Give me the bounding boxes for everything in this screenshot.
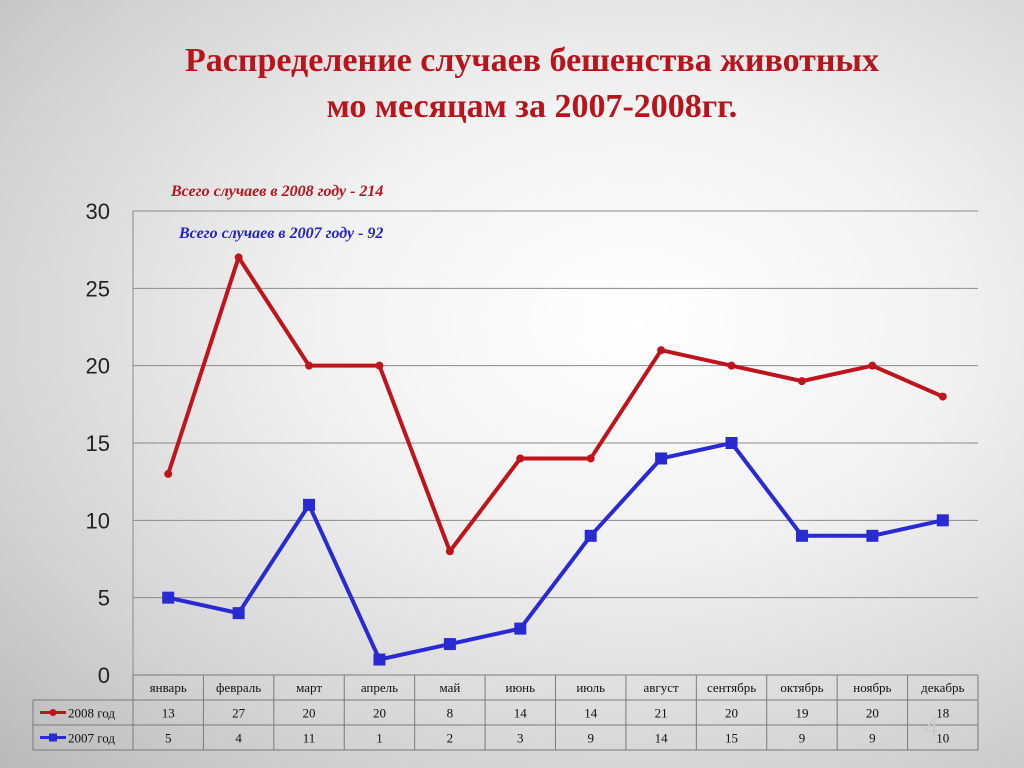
legend-key-marker <box>49 709 57 716</box>
series-line-0 <box>166 255 944 554</box>
table-cell-value: 9 <box>799 731 806 746</box>
table-cell-value: 9 <box>587 731 594 746</box>
table-cell-value: 3 <box>517 731 524 746</box>
x-tick-label: июль <box>576 680 605 695</box>
data-point-marker <box>375 361 384 370</box>
data-point-marker <box>655 452 668 465</box>
data-point-marker <box>938 392 947 401</box>
x-tick-label: декабрь <box>921 680 964 695</box>
table-cell-value: 11 <box>303 731 316 746</box>
title-line-1: Распределение случаев бешенства животных <box>185 42 879 79</box>
table-cell-value: 9 <box>869 731 876 746</box>
table-cell-value: 14 <box>584 706 598 721</box>
x-tick-label: август <box>644 680 680 695</box>
data-point-marker <box>373 653 386 666</box>
data-point-marker <box>727 361 736 370</box>
data-point-marker <box>657 346 666 355</box>
y-tick-label: 20 <box>86 354 110 379</box>
data-point-marker <box>162 591 175 604</box>
data-point-marker <box>445 547 454 556</box>
y-tick-label: 10 <box>86 508 110 533</box>
y-tick-label: 15 <box>86 431 110 456</box>
table-cell-value: 19 <box>795 706 808 721</box>
data-point-marker <box>516 454 525 463</box>
table-cell-value: 27 <box>232 706 246 721</box>
y-tick-label: 25 <box>86 276 110 301</box>
table-cell-value: 1 <box>376 731 383 746</box>
data-point-marker <box>868 361 877 370</box>
table-cell-value: 14 <box>655 731 669 746</box>
x-tick-label: октябрь <box>780 680 823 695</box>
data-point-marker <box>584 529 597 542</box>
table-cell-value: 8 <box>447 706 454 721</box>
table-cell-value: 20 <box>303 706 316 721</box>
table-cell-value: 21 <box>655 706 668 721</box>
series-line-1 <box>167 441 944 662</box>
table-cell-value: 18 <box>936 706 949 721</box>
legend-key-marker <box>49 733 57 742</box>
data-point-marker <box>866 529 879 542</box>
y-tick-label: 0 <box>98 663 110 688</box>
table-cell-value: 20 <box>725 706 738 721</box>
table-cell-value: 14 <box>514 706 528 721</box>
y-tick-label: 30 <box>86 199 110 224</box>
x-tick-label: январь <box>150 680 187 695</box>
table-cell-value: 13 <box>162 706 175 721</box>
data-point-marker <box>232 607 245 620</box>
annotation-total-2007: Всего случаев в 2007 году - 92 <box>179 225 384 242</box>
table-cell-value: 20 <box>866 706 879 721</box>
data-point-marker <box>797 377 806 386</box>
x-tick-label: ноябрь <box>853 680 891 695</box>
y-tick-label: 5 <box>98 586 110 611</box>
data-point-marker <box>586 454 595 463</box>
table-cell-value: 20 <box>373 706 386 721</box>
table-cell-value: 15 <box>725 731 738 746</box>
data-point-marker <box>725 437 738 449</box>
legend-series-name: 2007 год <box>68 731 115 746</box>
table-cell-value: 10 <box>936 731 949 746</box>
chart-title: Распределение случаев бешенства животных… <box>0 38 1024 130</box>
x-tick-label: июнь <box>506 680 536 695</box>
table-cell-value: 5 <box>165 731 172 746</box>
x-tick-label: март <box>296 680 322 695</box>
data-point-marker <box>305 361 314 370</box>
data-point-marker <box>514 622 527 635</box>
title-line-2: мо месяцам за 2007-2008гг. <box>326 88 738 125</box>
x-tick-label: сентябрь <box>707 680 756 695</box>
slide-number: 4 <box>924 712 939 742</box>
table-cell-value: 2 <box>447 731 454 746</box>
data-point-marker <box>936 514 949 527</box>
x-tick-label: февраль <box>216 680 261 695</box>
data-point-marker <box>795 529 808 542</box>
data-point-marker <box>234 253 243 262</box>
legend-series-name: 2008 год <box>68 706 115 721</box>
x-tick-label: апрель <box>361 680 398 695</box>
x-tick-label: май <box>439 680 460 695</box>
data-point-marker <box>303 498 316 511</box>
annotation-total-2008: Всего случаев в 2008 году - 214 <box>171 183 384 200</box>
data-point-marker <box>443 638 456 651</box>
data-point-marker <box>164 469 173 478</box>
table-cell-value: 4 <box>235 731 242 746</box>
